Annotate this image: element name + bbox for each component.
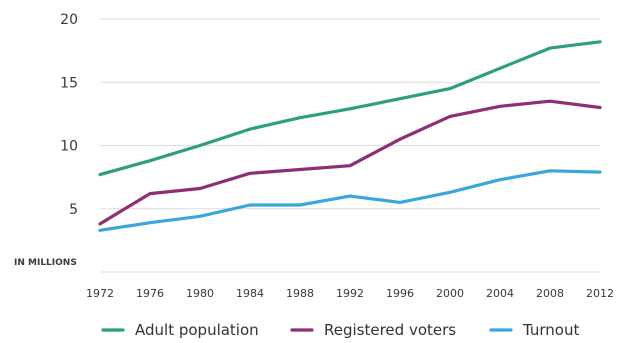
x-tick-label-1996: 1996: [386, 287, 414, 300]
x-tick-label-1984: 1984: [236, 287, 264, 300]
legend-label-registered-voters: Registered voters: [324, 321, 456, 339]
y-unit-label: IN MILLIONS: [14, 258, 77, 268]
legend-label-turnout: Turnout: [522, 321, 579, 339]
x-axis: 1972 1976 1980 1984 1988 1992 1996 2000 2004 2008…: [86, 287, 614, 300]
y-axis: 5 10 15 20: [60, 12, 78, 218]
x-tick-label-2012: 2012: [586, 287, 614, 300]
x-tick-label-2004: 2004: [486, 287, 514, 300]
y-tick-label-15: 15: [60, 75, 78, 91]
series-line-registered-voters: [98, 99, 602, 226]
legend: Adult population Registered voters Turnout: [101, 321, 579, 339]
x-tick-label-1980: 1980: [186, 287, 214, 300]
x-tick-label-1992: 1992: [336, 287, 364, 300]
series-lines: [98, 40, 602, 232]
x-tick-label-1976: 1976: [136, 287, 164, 300]
y-tick-label-20: 20: [60, 12, 78, 28]
x-tick-label-1988: 1988: [286, 287, 314, 300]
y-tick-label-10: 10: [60, 139, 78, 155]
grid-lines: [100, 18, 600, 273]
x-tick-label-2008: 2008: [536, 287, 564, 300]
legend-label-adult-population: Adult population: [135, 321, 259, 339]
series-line-turnout: [98, 169, 602, 232]
series-line-adult-population: [98, 40, 602, 177]
y-tick-label-5: 5: [69, 202, 78, 218]
x-tick-label-2000: 2000: [436, 287, 464, 300]
x-tick-label-1972: 1972: [86, 287, 114, 300]
